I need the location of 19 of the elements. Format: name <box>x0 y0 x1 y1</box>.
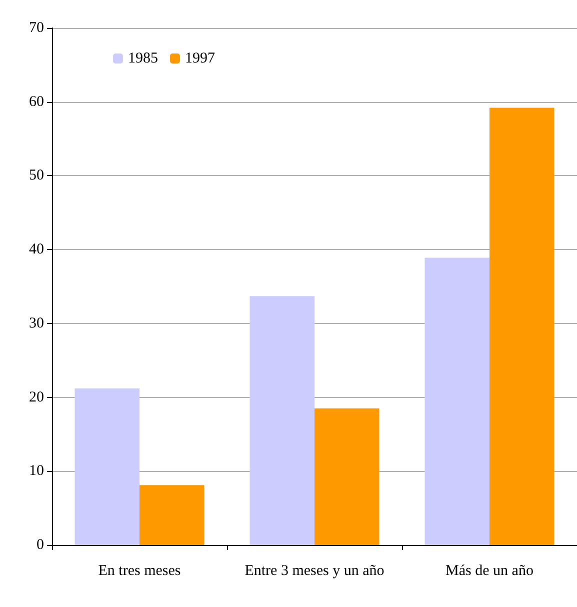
bar <box>140 485 204 545</box>
x-tick-label: Más de un año <box>446 563 534 579</box>
y-tick-label: 0 <box>36 537 44 553</box>
bar <box>74 388 140 545</box>
legend-label: 1997 <box>185 50 216 66</box>
bar <box>424 258 490 545</box>
y-tick-label: 10 <box>29 463 44 480</box>
bar <box>314 408 380 545</box>
bar <box>490 108 554 545</box>
y-tick-label: 50 <box>29 168 44 184</box>
bar <box>250 296 314 545</box>
y-tick-label: 60 <box>29 94 44 110</box>
y-tick-label: 30 <box>29 315 44 332</box>
y-tick-label: 20 <box>29 389 44 406</box>
x-tick-label: En tres meses <box>98 563 181 579</box>
y-tick-label: 40 <box>29 242 44 258</box>
legend-label: 1985 <box>128 50 158 66</box>
x-tick-label: Entre 3 meses y un año <box>244 563 384 579</box>
y-tick-label: 70 <box>29 20 44 36</box>
